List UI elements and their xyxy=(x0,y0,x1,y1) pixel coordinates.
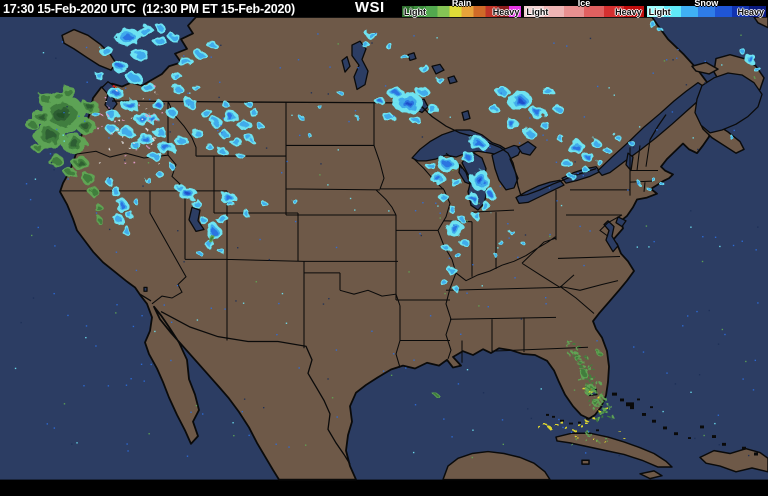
canada-lake-1 xyxy=(431,63,445,75)
legend-ice-label: Ice xyxy=(577,0,591,8)
logo-mark: ° xyxy=(384,0,388,5)
legend-ice-heavy: Heavy xyxy=(615,7,642,17)
lake-erie xyxy=(515,179,565,205)
legend-rain-light: Light xyxy=(404,7,426,17)
great-salt-lake xyxy=(188,206,205,233)
legend-snow-label: Snow xyxy=(694,0,719,8)
cuba xyxy=(555,432,673,468)
lakes xyxy=(101,40,763,397)
canada-border xyxy=(111,100,667,197)
chesapeake-bay xyxy=(603,220,619,253)
precip-legend: Rain Light Heavy Ice Light Heavy Snow Li… xyxy=(402,0,768,17)
legend-ice: Ice Light Heavy xyxy=(524,0,644,17)
delaware-bay xyxy=(615,216,627,228)
radar-map xyxy=(0,17,768,481)
salton-sea xyxy=(143,286,148,292)
yucatan xyxy=(442,450,551,481)
anticosti-island xyxy=(691,61,719,75)
radar-noise-speckle xyxy=(14,32,759,459)
legend-snow-bar: Light Heavy xyxy=(646,6,766,17)
jamaica xyxy=(639,470,663,480)
header-bar: 17:30 15-Feb-2020 UTC (12:30 PM ET 15-Fe… xyxy=(0,0,768,17)
georgian-bay xyxy=(517,140,537,156)
legend-rain: Rain Light Heavy xyxy=(402,0,522,17)
canada-lake-3 xyxy=(407,52,417,62)
lake-manitoba xyxy=(341,55,351,73)
borders xyxy=(60,100,667,465)
legend-rain-heavy: Heavy xyxy=(492,7,520,17)
radar-precip-overlay xyxy=(25,20,762,445)
timestamp-title: 17:30 15-Feb-2020 UTC (12:30 PM ET 15-Fe… xyxy=(3,1,295,16)
legend-snow-light: Light xyxy=(648,7,671,17)
legend-ice-light: Light xyxy=(526,7,549,17)
legend-rain-label: Rain xyxy=(451,0,472,8)
mexico-border xyxy=(139,293,351,465)
hispaniola xyxy=(699,447,768,473)
wsi-logo: WSI° xyxy=(354,0,388,16)
gulf-of-st-lawrence xyxy=(694,72,763,134)
canada-lake-2 xyxy=(447,75,458,85)
isle-of-youth xyxy=(581,459,590,465)
lake-nipigon xyxy=(461,110,471,121)
legend-rain-bar: Light Heavy xyxy=(402,6,522,17)
legend-snow-heavy: Heavy xyxy=(737,7,764,17)
labrador-corner xyxy=(753,17,768,29)
green-bay xyxy=(458,164,471,185)
legend-snow: Snow Light Heavy xyxy=(646,0,766,17)
legend-ice-bar: Light Heavy xyxy=(524,6,644,17)
